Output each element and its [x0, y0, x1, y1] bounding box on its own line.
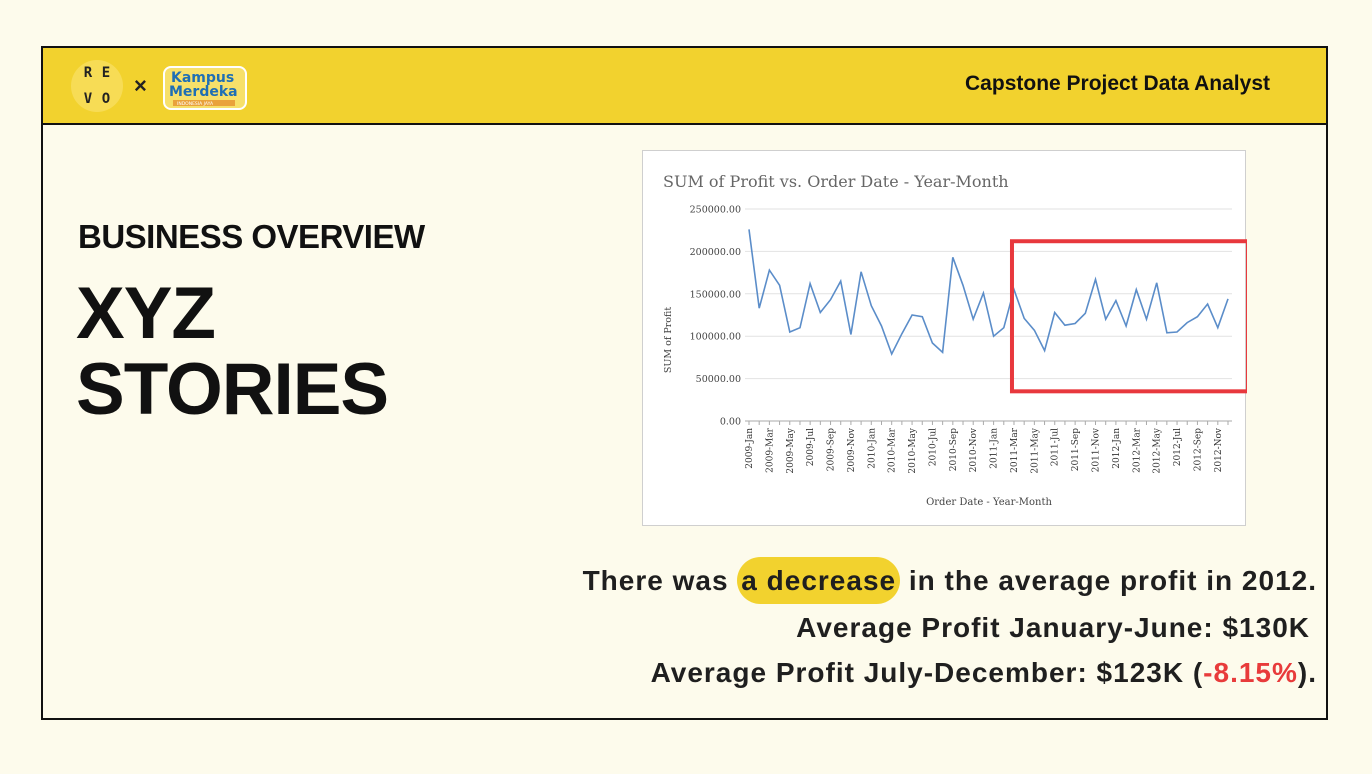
summary-line-3: Average Profit July-December: $123K (-8.… [651, 657, 1317, 689]
x-tick-label: 2011-Jan [990, 428, 1000, 469]
x-axis-label: Order Date - Year-Month [926, 497, 1052, 508]
y-axis-label: SUM of Profit [663, 307, 674, 374]
y-tick-label: 150000.00 [690, 289, 741, 300]
x-tick-label: 2011-Nov [1092, 427, 1102, 472]
x-tick-label: 2009-Jan [745, 428, 755, 469]
x-tick-label: 2011-May [1030, 427, 1040, 474]
y-tick-label: 100000.00 [690, 332, 741, 343]
x-tick-label: 2012-Jan [1112, 428, 1122, 469]
logo-line2: Merdeka [169, 84, 238, 100]
summary-line3-post: ). [1297, 657, 1317, 688]
y-tick-label: 0.00 [720, 417, 741, 428]
x-tick-label: 2012-Mar [1132, 427, 1142, 473]
revo-logo-letter: O [101, 90, 111, 107]
profit-line-chart: SUM of Profit vs. Order Date - Year-Mont… [642, 150, 1247, 526]
chart-canvas: SUM of Profit vs. Order Date - Year-Mont… [663, 172, 1247, 508]
series-line [748, 229, 1229, 357]
y-tick-label: 200000.00 [690, 247, 741, 258]
x-tick-label: 2010-Mar [888, 427, 898, 473]
x-tick-label: 2011-Sep [1071, 428, 1081, 471]
revo-logo-letter: V [83, 90, 93, 107]
x-tick-label: 2009-Nov [847, 427, 857, 472]
highlight-box [1009, 239, 1247, 394]
x-tick-label: 2010-Jul [928, 428, 938, 466]
logo-separator: × [134, 73, 147, 98]
x-tick-label: 2011-Jul [1051, 428, 1061, 466]
x-tick-label: 2010-Sep [949, 428, 959, 471]
y-tick-label: 50000.00 [696, 374, 741, 385]
x-tick-label: 2009-Jul [806, 428, 816, 466]
logo-tagline: INDONESIA JAYA [177, 101, 214, 107]
x-tick-label: 2012-Sep [1193, 428, 1203, 471]
x-tick-label: 2010-Nov [969, 427, 979, 472]
x-tick-label: 2012-May [1153, 427, 1163, 474]
highlighted-phrase: a decrease [737, 557, 901, 604]
x-tick-label: 2009-May [786, 427, 796, 474]
chart-title: SUM of Profit vs. Order Date - Year-Mont… [663, 172, 1009, 191]
percent-change: -8.15% [1203, 657, 1298, 688]
x-tick-label: 2011-Mar [1010, 427, 1020, 473]
summary-line-1: There was a decrease in the average prof… [582, 557, 1317, 604]
header-title: Capstone Project Data Analyst [965, 72, 1270, 95]
summary-line1-pre: There was [582, 565, 729, 596]
section-subtitle: BUSINESS OVERVIEW [78, 218, 425, 255]
kampus-merdeka-logo: Kampus Merdeka INDONESIA JAYA [163, 66, 247, 110]
x-tick-label: 2010-Jan [867, 428, 877, 469]
revo-logo-letter: E [101, 64, 111, 81]
title-line-1: XYZ [76, 273, 216, 354]
revo-logo-letter: R [83, 64, 93, 81]
logo-line1: Kampus [171, 70, 234, 86]
x-tick-label: 2010-May [908, 427, 918, 474]
title-line-2: STORIES [76, 349, 389, 430]
page-title: XYZ STORIES [76, 273, 389, 430]
x-tick-label: 2009-Mar [765, 427, 775, 473]
x-tick-label: 2012-Nov [1214, 427, 1224, 472]
x-tick-label: 2009-Sep [827, 428, 837, 471]
summary-line-2: Average Profit January-June: $130K [796, 612, 1310, 643]
summary-line1-post: in the average profit in 2012. [908, 565, 1317, 596]
y-tick-label: 250000.00 [690, 205, 741, 216]
x-tick-label: 2012-Jul [1173, 428, 1183, 466]
summary-line3-pre: Average Profit July-December: $123K ( [650, 657, 1204, 688]
